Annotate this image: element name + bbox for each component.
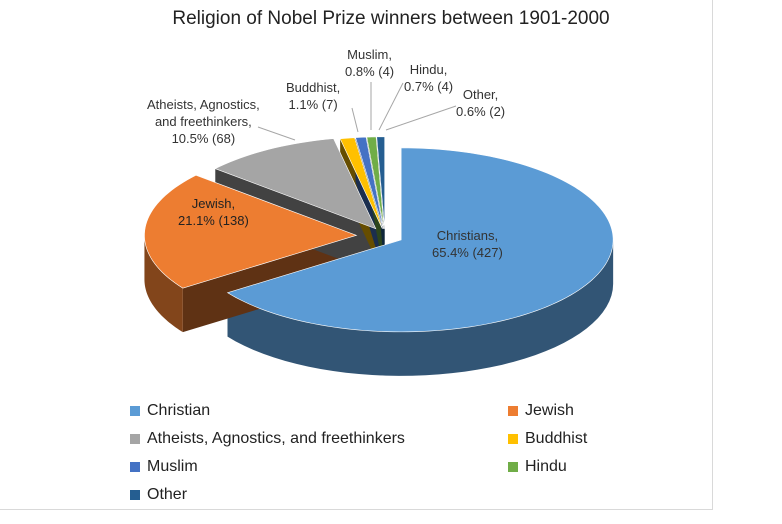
slice-side-christian — [227, 239, 614, 376]
legend-label: Other — [147, 486, 188, 503]
slice-buddhist — [339, 137, 383, 230]
data-label-christian: Christians, 65.4% (427) — [432, 228, 503, 260]
legend-item-atheists: Atheists, Agnostics, and freethinkers — [130, 429, 508, 449]
slice-jewish — [144, 174, 358, 289]
legend-swatch — [508, 434, 518, 444]
legend-label: Jewish — [525, 402, 574, 419]
legend-swatch — [130, 462, 140, 472]
data-label-muslim: Muslim, 0.8% (4) — [345, 47, 395, 79]
slice-hindu — [366, 136, 385, 229]
slice-muslim — [355, 136, 384, 229]
legend-item-muslim: Muslim — [130, 457, 508, 477]
leader-line-atheists — [257, 126, 296, 141]
legend-label: Christian — [147, 402, 211, 419]
legend-swatch — [508, 406, 518, 416]
legend-swatch — [130, 490, 140, 500]
legend-label: Buddhist — [525, 430, 588, 447]
slice-atheists — [214, 138, 377, 230]
leader-line-other — [385, 105, 457, 131]
legend-item-christian: Christian — [130, 401, 508, 421]
data-label-other: Other, 0.6% (2) — [456, 87, 506, 119]
legend-item-buddhist: Buddhist — [508, 429, 668, 449]
legend-item-other: Other — [130, 485, 508, 505]
leader-line-hindu — [378, 82, 404, 131]
legend-swatch — [508, 462, 518, 472]
data-label-jewish: Jewish, 21.1% (138) — [178, 196, 249, 228]
data-label-hindu: Hindu, 0.7% (4) — [404, 62, 454, 94]
leader-line-buddhist — [351, 107, 359, 133]
slice-christian — [226, 147, 614, 333]
data-label-atheists: Atheists, Agnostics, and freethinkers, 10.… — [147, 97, 260, 146]
legend-item-jewish: Jewish — [508, 401, 668, 421]
chart-title: Religion of Nobel Prize winners between … — [172, 8, 610, 29]
legend-label: Hindu — [525, 458, 567, 475]
legend-swatch — [130, 434, 140, 444]
legend-item-hindu: Hindu — [508, 457, 668, 477]
slice-side-jewish — [144, 235, 183, 333]
legend: Christian Jewish Atheists, Agnostics, and … — [130, 401, 650, 505]
data-label-buddhist: Buddhist, 1.1% (7) — [286, 80, 341, 112]
chart-frame — [0, 0, 713, 510]
legend-label: Muslim — [147, 458, 198, 475]
slice-other — [376, 136, 386, 229]
legend-label: Atheists, Agnostics, and freethinkers — [147, 430, 405, 447]
legend-swatch — [130, 406, 140, 416]
